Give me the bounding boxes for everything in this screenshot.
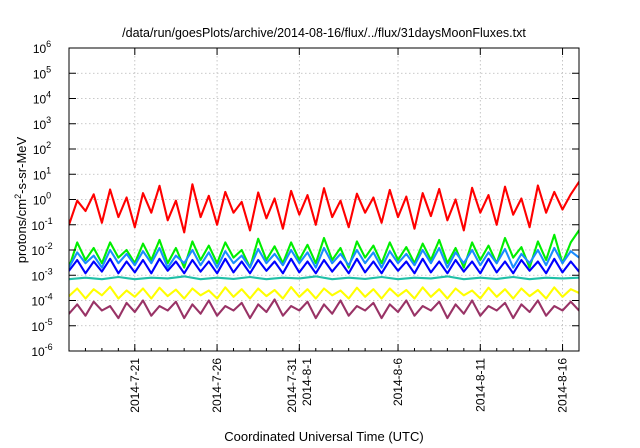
x-axis-label: Coordinated Universal Time (UTC) (224, 429, 423, 444)
y-axis-label: protons/cm2-s-sr-MeV (13, 136, 29, 263)
y-tick-label: 10-2 (31, 241, 52, 258)
series-line (69, 180, 579, 234)
y-tick-label: 106 (33, 39, 51, 56)
y-tick-label: 103 (33, 115, 51, 132)
x-tick-label: 2014-8-11 (473, 358, 487, 412)
y-tick-label: 10-5 (31, 317, 52, 334)
x-tick-label: 2014-7-31 (285, 358, 299, 413)
y-tick-label: 101 (33, 165, 51, 182)
x-tick-label: 2014-8-16 (556, 358, 570, 413)
series-line (69, 257, 579, 275)
y-tick-label: 10-1 (31, 216, 52, 233)
y-axis: 10-6 10-5 10-4 10-3 10-2 10-1 100 101 102 103 104 1… (31, 39, 579, 359)
x-tick-label: 2014-8-1 (300, 358, 314, 406)
y-tick-label: 102 (33, 140, 51, 157)
series-line (69, 229, 579, 269)
y-tick-label: 10-6 (31, 342, 52, 359)
y-tick-label: 100 (33, 191, 51, 208)
x-tick-label: 2014-8-6 (391, 358, 405, 406)
series-group (69, 180, 579, 320)
series-line (69, 246, 579, 269)
grid (69, 48, 579, 351)
y-tick-label: 105 (33, 64, 51, 81)
series-line (69, 285, 579, 300)
y-tick-label: 10-4 (31, 292, 52, 309)
chart-title: /data/run/goesPlots/archive/2014-08-16/f… (122, 26, 526, 40)
x-tick-label: 2014-7-21 (128, 358, 142, 413)
x-tick-label: 2014-7-26 (210, 358, 224, 413)
y-tick-label: 104 (33, 90, 51, 107)
x-axis: 2014-7-21 2014-7-26 2014-7-31 2014-8-1 2014-… (68, 48, 580, 413)
series-line (69, 275, 579, 281)
series-line (69, 298, 579, 320)
y-tick-label: 10-3 (31, 266, 52, 283)
